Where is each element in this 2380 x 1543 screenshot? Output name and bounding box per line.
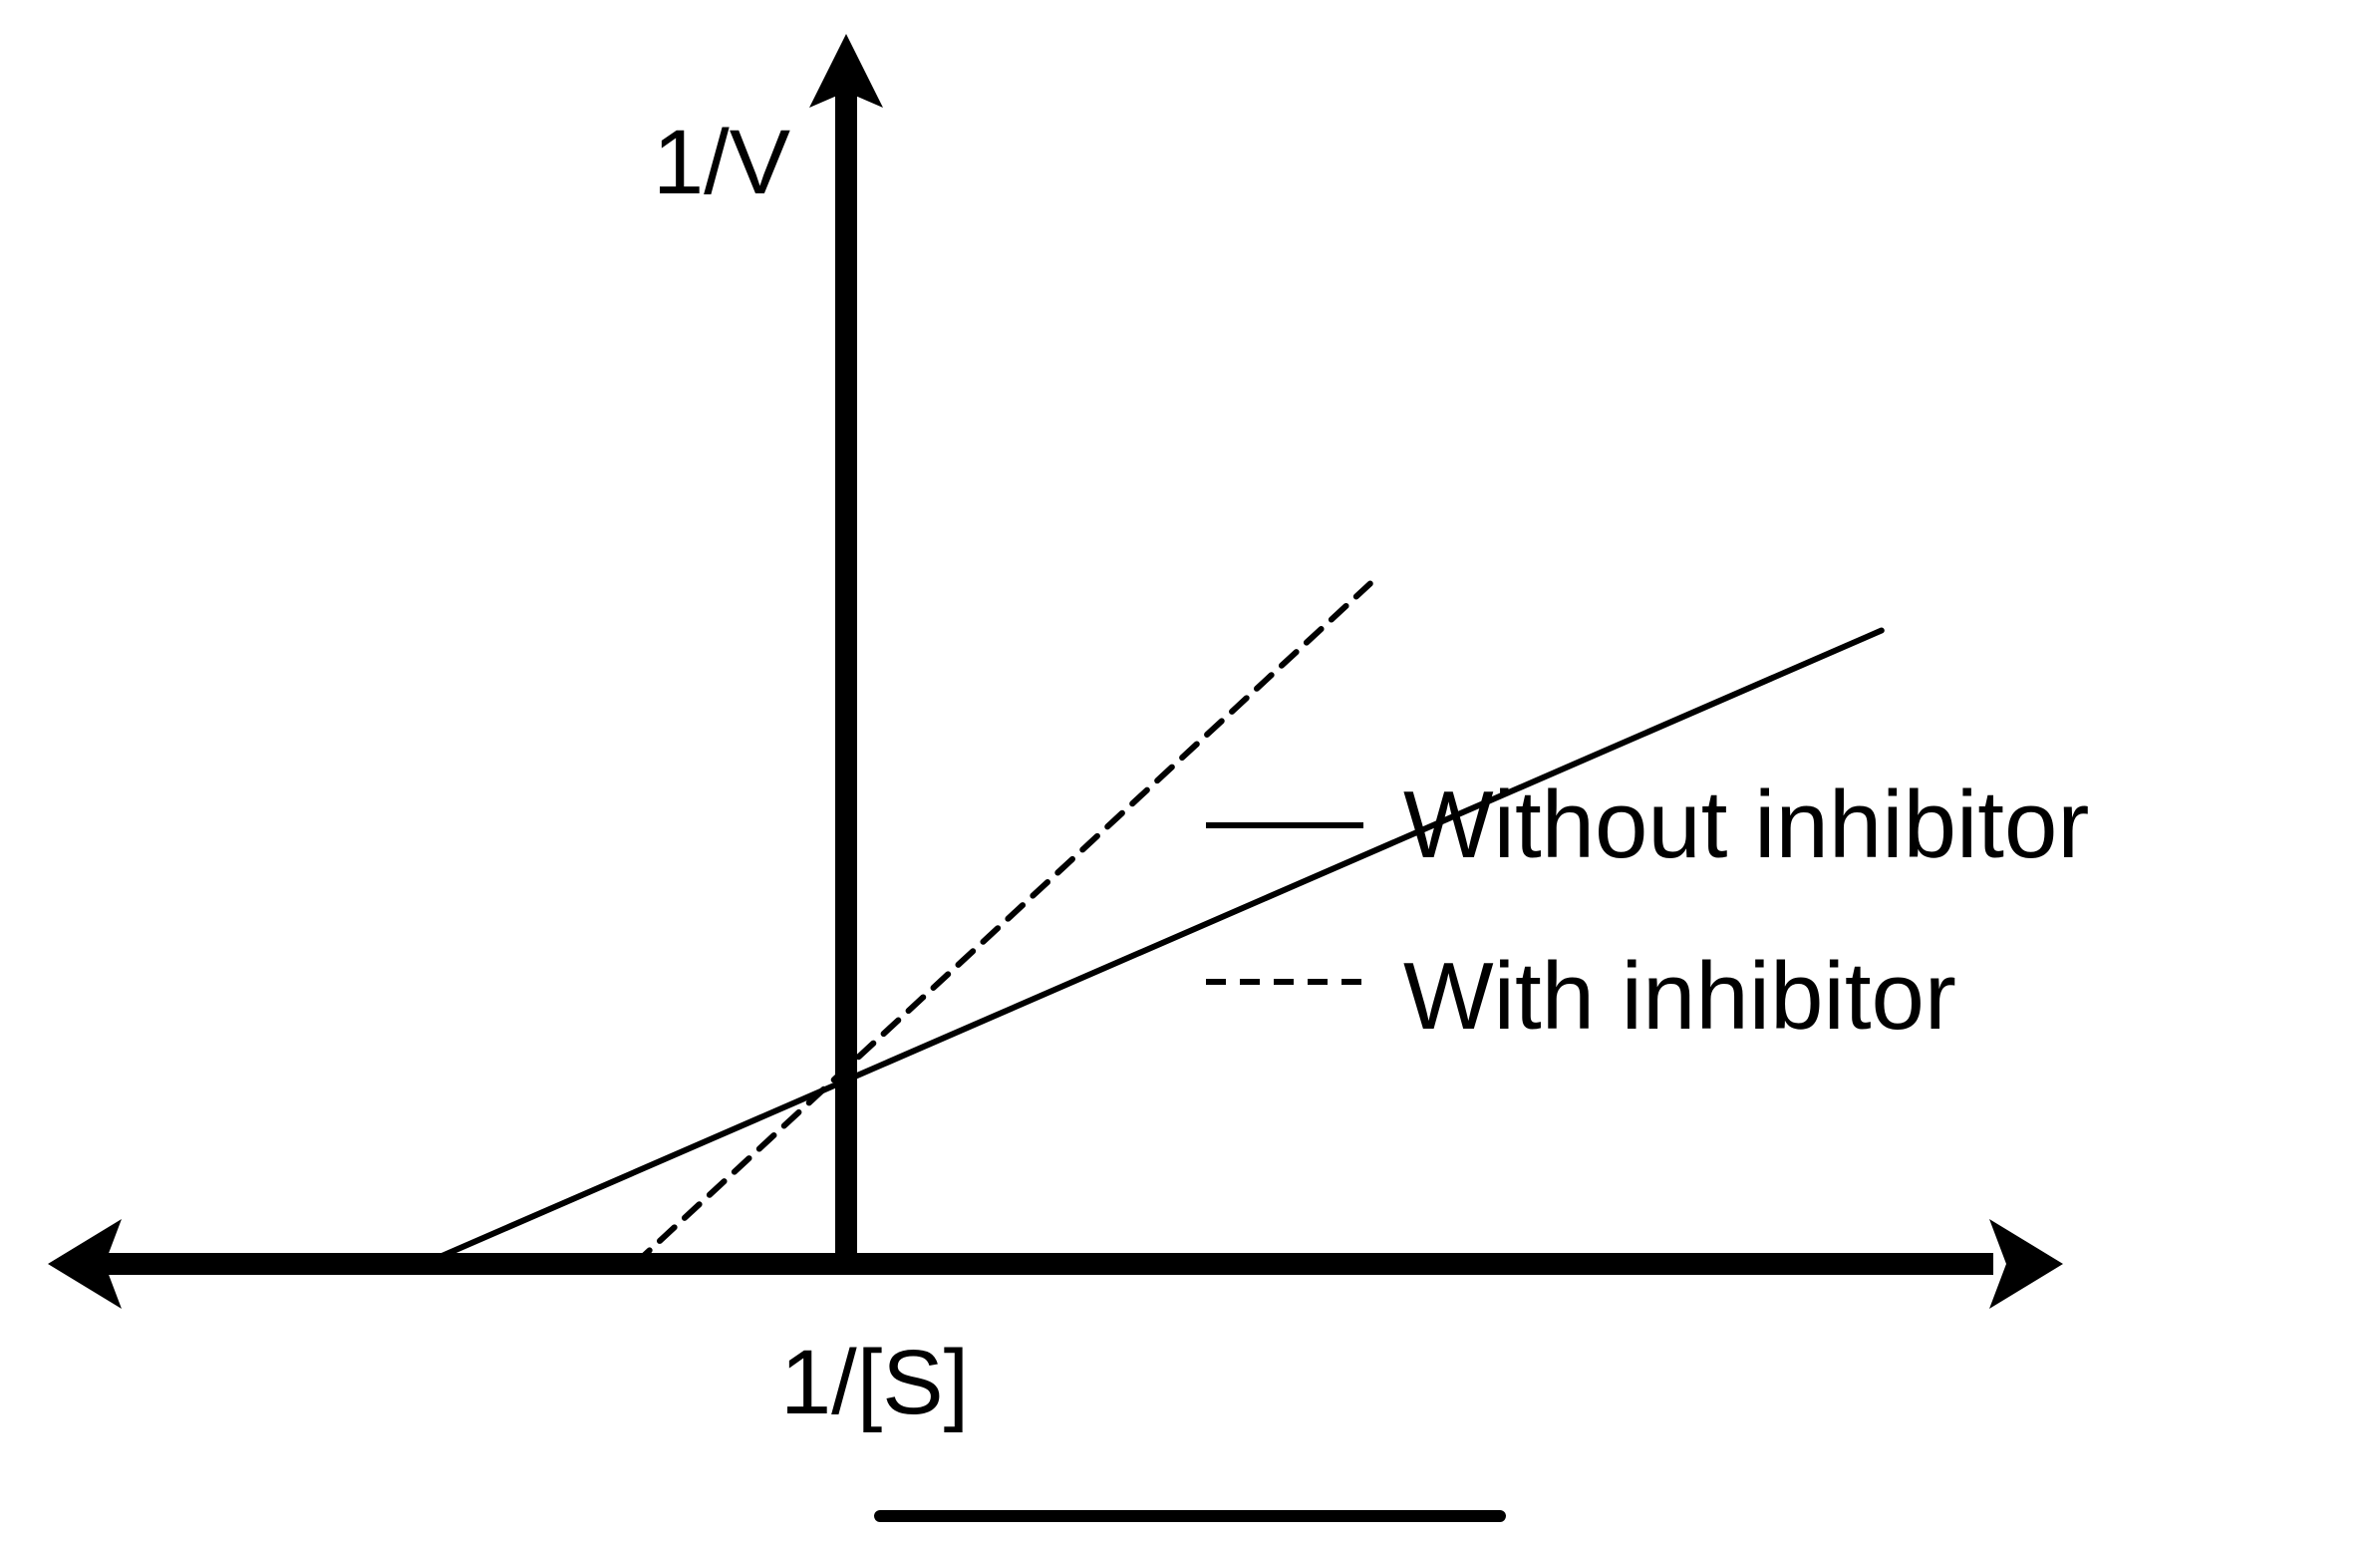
series-line-with-inhibitor <box>632 580 1373 1267</box>
legend-label-with-inhibitor: With inhibitor <box>1403 943 1956 1050</box>
legend-label-without-inhibitor: Without inhibitor <box>1403 772 2089 878</box>
y-axis-label: 1/V <box>653 112 790 213</box>
x-axis-label: 1/[S] <box>780 1332 969 1433</box>
axes <box>48 34 2063 1309</box>
series-group <box>421 580 1885 1267</box>
x-axis-right-arrowhead <box>1989 1219 2063 1309</box>
series-line-without-inhibitor <box>421 627 1885 1267</box>
y-axis-up-arrowhead <box>809 34 883 108</box>
x-axis-left-arrowhead <box>48 1219 122 1309</box>
legend: Without inhibitor With inhibitor <box>1206 772 2089 1050</box>
